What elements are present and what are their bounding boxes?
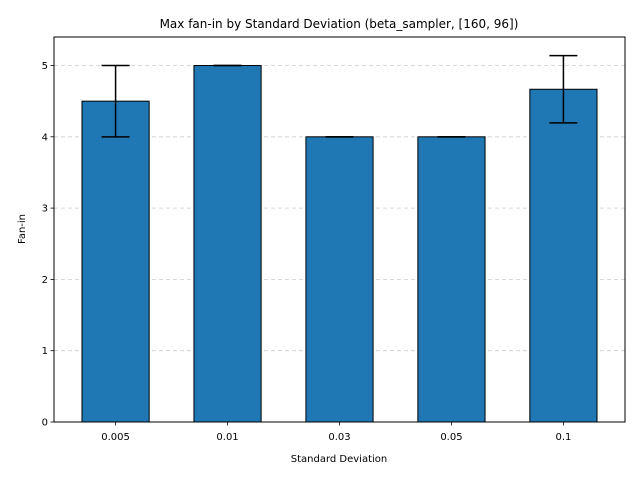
y-tick-label: 5 xyxy=(42,61,48,72)
bar xyxy=(417,136,486,423)
y-tick-label: 1 xyxy=(42,346,48,357)
y-tick-label: 3 xyxy=(42,204,48,215)
chart-title: Max fan-in by Standard Deviation (beta_s… xyxy=(160,17,519,31)
x-tick-label: 0.1 xyxy=(555,432,571,443)
x-tick-label: 0.005 xyxy=(101,432,130,443)
bars xyxy=(81,65,598,423)
y-tick-label: 0 xyxy=(42,418,48,429)
y-axis-ticks: 0 1 2 3 4 5 xyxy=(42,61,54,429)
bar xyxy=(193,65,262,423)
y-tick-label: 4 xyxy=(42,132,48,143)
x-tick-label: 0.03 xyxy=(328,432,350,443)
bar xyxy=(529,88,598,423)
y-tick-label: 2 xyxy=(42,275,48,286)
bar xyxy=(305,136,374,423)
x-tick-label: 0.05 xyxy=(440,432,462,443)
x-tick-label: 0.01 xyxy=(216,432,238,443)
x-axis-label: Standard Deviation xyxy=(291,454,388,465)
y-axis-label: Fan-in xyxy=(17,214,28,244)
x-axis-ticks: 0.005 0.01 0.03 0.05 0.1 xyxy=(101,422,571,443)
bar xyxy=(81,100,150,423)
error-bars xyxy=(101,54,578,138)
